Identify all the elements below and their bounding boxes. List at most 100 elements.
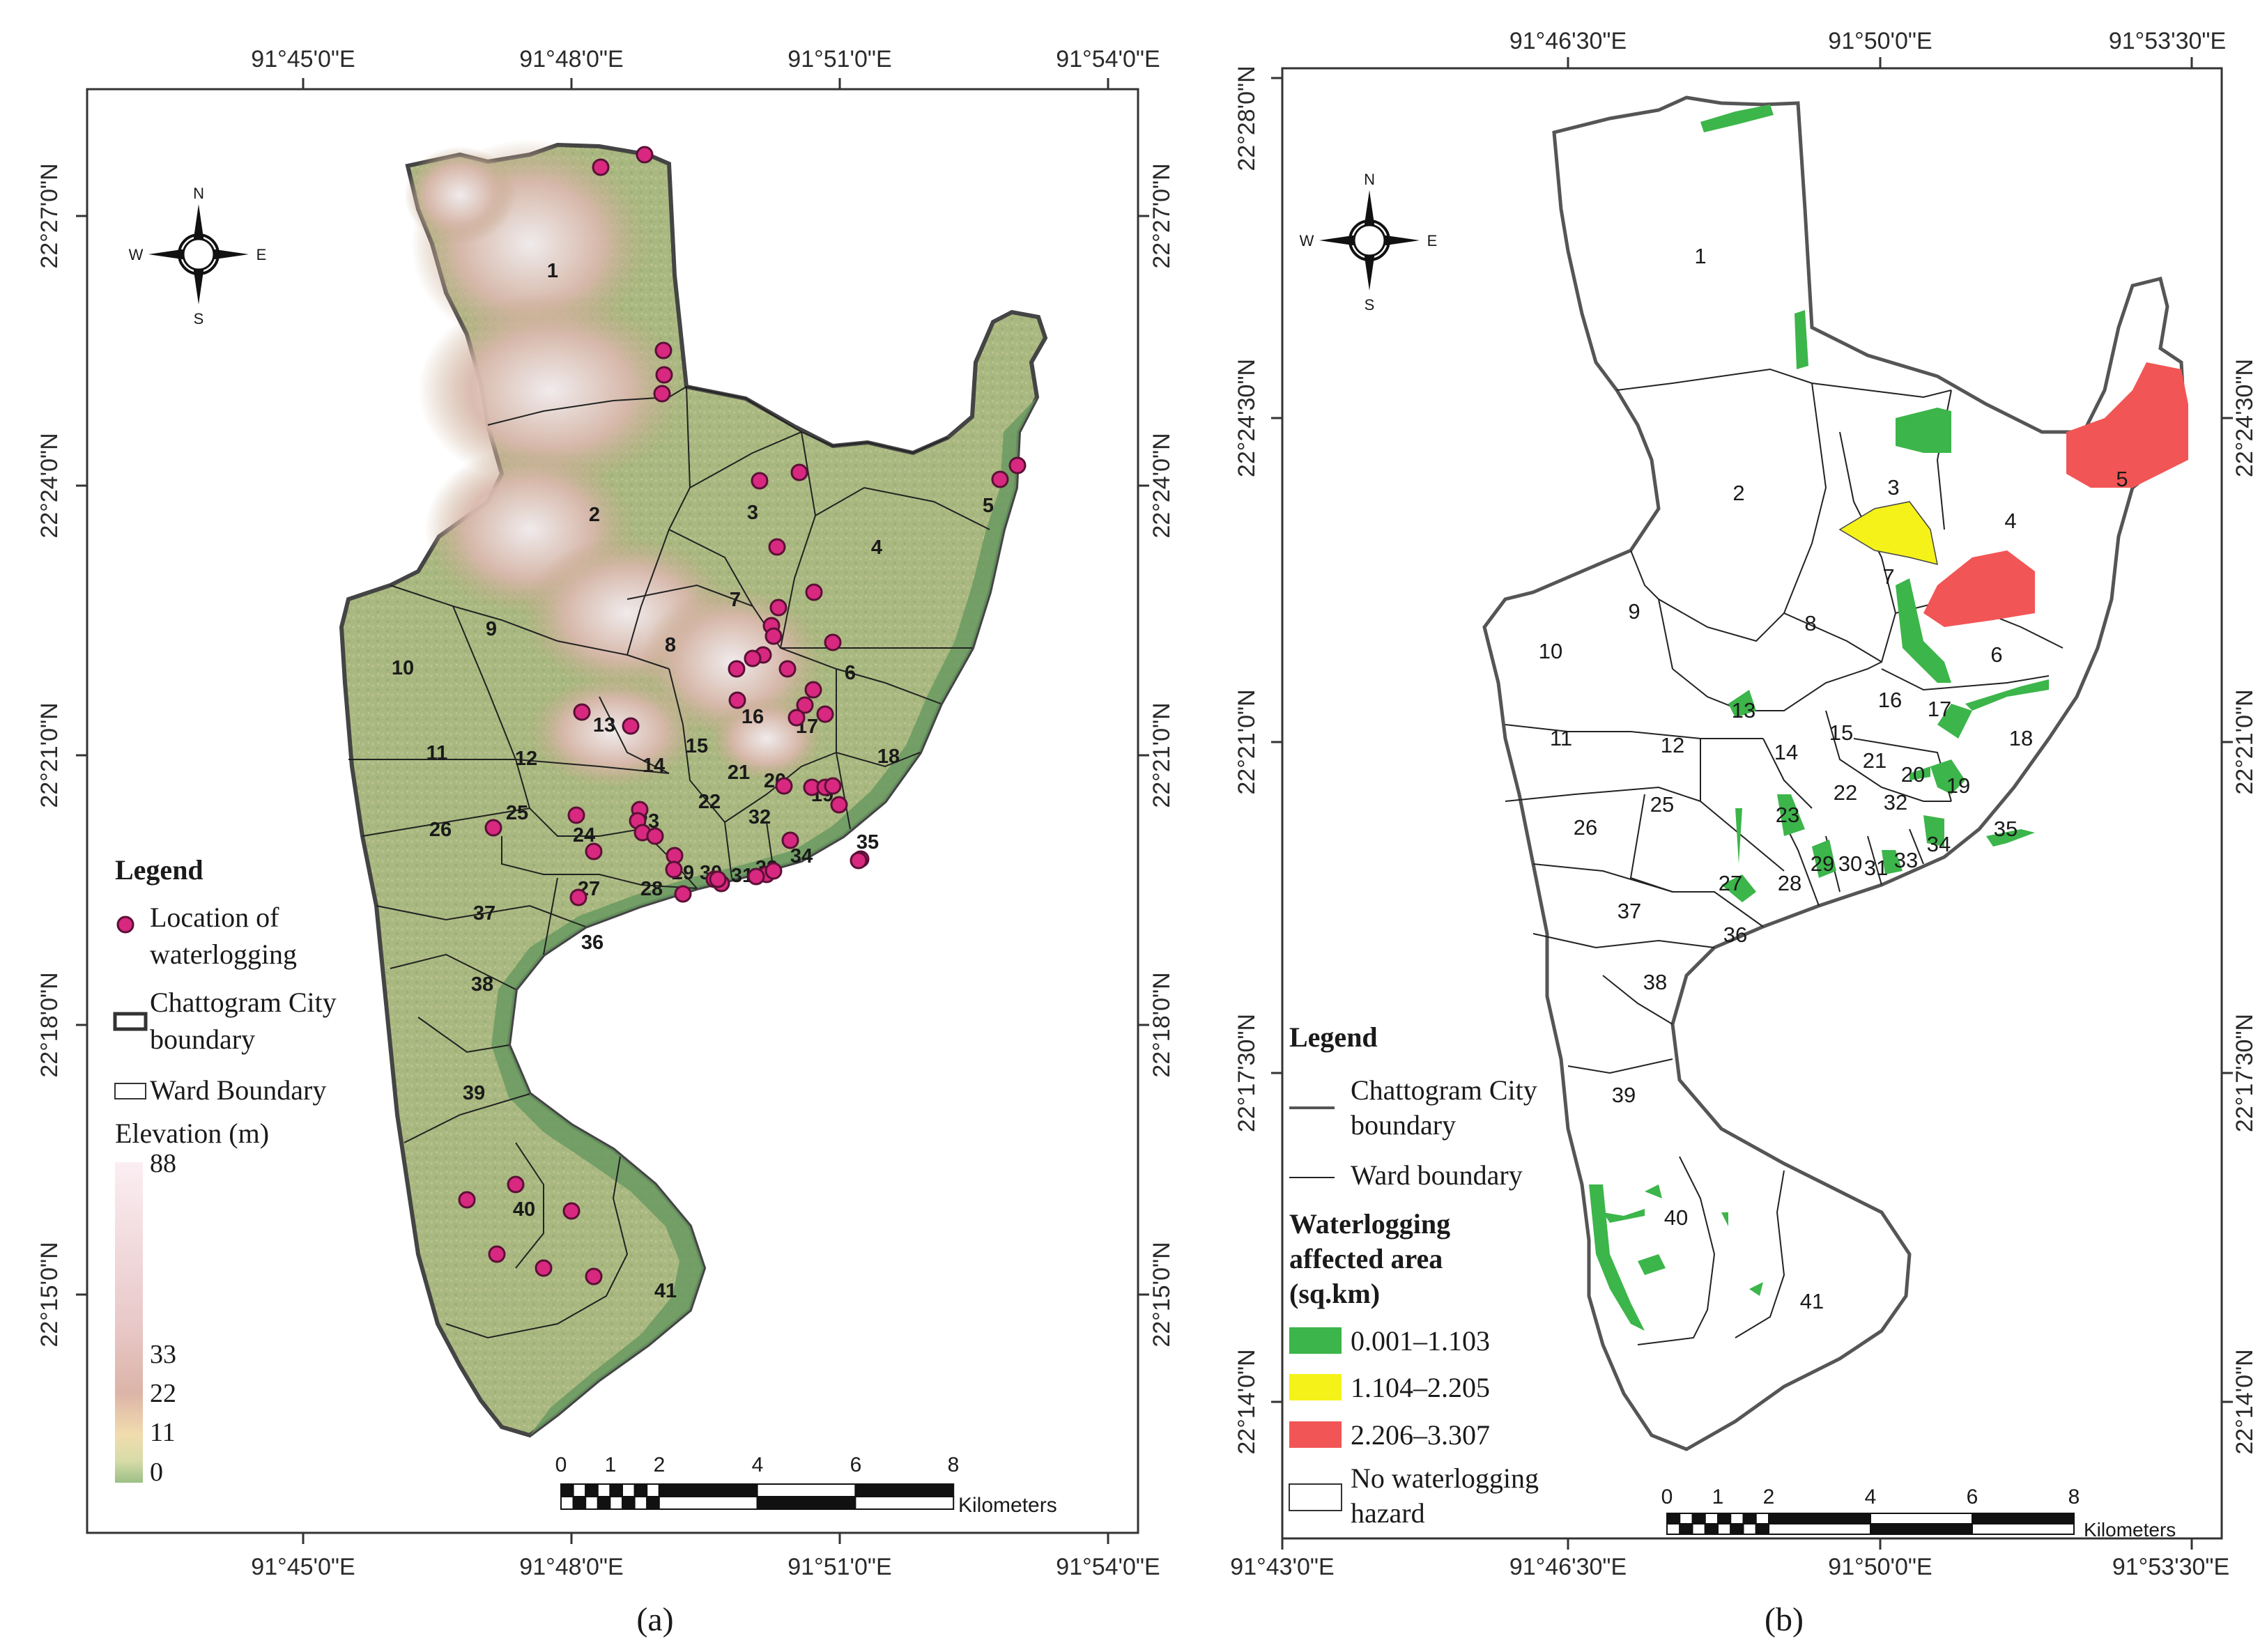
lon-tick-label: 91°46'30"E — [1509, 1554, 1627, 1580]
patch-green — [1728, 690, 1756, 718]
lat-tick-label: 22°17'30"N — [2231, 1014, 2258, 1132]
lat-tick-label: 22°18'0"N — [1148, 972, 1175, 1077]
ward-label: 10 — [392, 657, 414, 679]
ward-label: 40 — [513, 1198, 535, 1221]
waterlogging-marker — [768, 538, 786, 556]
lon-tick-label: 91°51'0"E — [787, 46, 891, 72]
lon-tick-label: 91°45'0"E — [251, 46, 355, 72]
patch-green — [1795, 310, 1808, 369]
scale-segment — [585, 1496, 599, 1510]
ward-label: 38 — [1643, 970, 1667, 994]
patch-green — [1589, 1184, 1645, 1331]
legend-class-3: 2.206–3.307 — [1351, 1419, 1490, 1451]
waterlogging-marker — [665, 860, 683, 879]
lat-tick-label: 22°15'0"N — [36, 1242, 63, 1347]
ward-label: 10 — [1539, 639, 1562, 663]
scale-segment — [854, 1496, 955, 1510]
coastal-strip — [491, 397, 1037, 1435]
lat-tick-label: 22°18'0"N — [36, 972, 63, 1077]
lon-tick-label: 91°43'0"E — [1230, 1554, 1334, 1580]
scale-segment — [597, 1483, 611, 1497]
elevation-ramp — [115, 1162, 143, 1483]
scale-tick: 8 — [2068, 1485, 2080, 1508]
ward-label: 13 — [593, 714, 615, 736]
scale-segment — [646, 1483, 660, 1497]
compass-rose-b: N S W E — [1300, 171, 1438, 314]
swatch-low — [1289, 1327, 1342, 1354]
scale-segment — [585, 1483, 599, 1497]
elev-label: 0 — [150, 1458, 163, 1487]
waterlogging-marker — [790, 463, 808, 481]
waterlogging-marker — [709, 870, 727, 888]
lat-tick-label: 22°21'0"N — [2231, 689, 2258, 794]
scale-tick: 6 — [1967, 1485, 1978, 1508]
waterlogging-marker — [850, 851, 868, 870]
lon-tick-label: 91°46'30"E — [1509, 28, 1627, 54]
waterlogging-marker — [622, 717, 640, 735]
scale-segment — [756, 1483, 856, 1497]
ward-label: 28 — [1778, 871, 1801, 895]
legend-class-1: 0.001–1.103 — [1351, 1325, 1490, 1357]
scale-segment — [756, 1496, 856, 1510]
scale-segment — [609, 1483, 624, 1497]
lon-tick-label: 91°54'0"E — [1056, 1554, 1160, 1580]
scale-segment — [1730, 1513, 1744, 1524]
lat-tick-label: 22°21'0"N — [36, 702, 63, 808]
waterlogging-marker — [585, 842, 603, 860]
scale-tick: 1 — [605, 1453, 617, 1476]
waterlogging-marker — [764, 627, 783, 645]
waterlogging-marker — [796, 696, 814, 714]
waterlogging-marker — [592, 158, 610, 176]
patch-green — [1896, 578, 1951, 683]
swatch-mid — [1289, 1374, 1342, 1400]
patch-green — [1721, 874, 1756, 902]
waterlogging-marker — [728, 660, 746, 678]
waterlogging-marker — [805, 583, 823, 601]
compass-e: E — [1427, 232, 1438, 249]
waterlogging-marker — [636, 146, 654, 164]
waterlogging-marker — [824, 633, 842, 651]
lat-tick-label: 22°17'30"N — [1234, 1014, 1260, 1132]
ward-label: 34 — [790, 845, 813, 867]
scale-tick: 8 — [948, 1453, 960, 1476]
ward-label: 19 — [1946, 773, 1970, 798]
ward-boundaries-a — [348, 386, 990, 1339]
legend-affected-line1: Waterlogging — [1289, 1208, 1450, 1240]
ward-label: 3 — [747, 502, 758, 524]
scale-segment — [1679, 1513, 1693, 1524]
ward-label: 40 — [1664, 1205, 1688, 1230]
compass-w: W — [129, 246, 144, 263]
legend-title: Legend — [115, 854, 203, 886]
scale-segment — [560, 1483, 574, 1497]
legend-city-line1: Chattogram City — [150, 987, 337, 1018]
elev-label: 33 — [150, 1340, 176, 1369]
patch-green — [1965, 679, 2049, 711]
waterlogging-marker — [804, 681, 822, 699]
waterlogging-marker — [1008, 456, 1027, 474]
ward-label: 31 — [1864, 856, 1888, 880]
waterlogging-marker — [830, 796, 848, 814]
ward-label: 35 — [856, 831, 879, 854]
scale-tick: 2 — [654, 1453, 666, 1476]
lat-tick-label: 22°24'0"N — [36, 433, 63, 538]
legend-affected-line3: (sq.km) — [1289, 1278, 1380, 1309]
waterlogging-marker — [781, 831, 799, 849]
waterlogging-marker — [674, 885, 692, 903]
ward-label: 18 — [877, 746, 900, 768]
lat-tick-label: 22°24'0"N — [1148, 433, 1175, 538]
ward-label: 18 — [2009, 726, 2033, 750]
compass-s: S — [194, 310, 204, 327]
affected-patches — [1589, 105, 2188, 1331]
ward-label: 2 — [589, 504, 600, 526]
waterlogging-marker — [654, 341, 673, 360]
legend-a: Legend Location of waterlogging Chattogr… — [113, 854, 337, 1487]
ward-label: 28 — [640, 878, 663, 900]
legend-waterlogging-line1: Location of — [150, 902, 279, 933]
patch-green — [1700, 105, 1774, 132]
lon-tick-label: 91°51'0"E — [787, 1554, 891, 1580]
waterlogging-marker — [567, 806, 585, 824]
ward-label: 26 — [429, 819, 452, 841]
waterlogging-marker — [488, 1245, 506, 1263]
swatch-high — [1289, 1421, 1342, 1448]
